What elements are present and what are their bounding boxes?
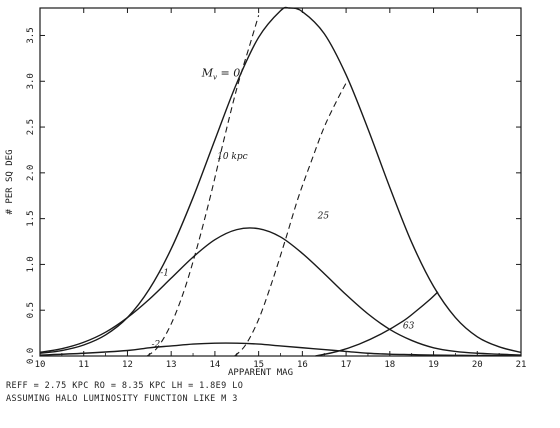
x-tick-label: 16 bbox=[297, 360, 308, 370]
curve-annotation-25: 25 bbox=[317, 212, 330, 222]
curve-annotation-10-kpc: 10 kpc bbox=[217, 152, 248, 162]
series-line-m-v-0 bbox=[39, 6, 522, 354]
y-tick-label: 2.5 bbox=[26, 119, 36, 135]
x-tick-label: 12 bbox=[122, 360, 133, 370]
y-tick-label: 2.0 bbox=[26, 165, 36, 181]
curve-annotation-63: 63 bbox=[403, 322, 415, 332]
caption-line-parameters: REFF = 2.75 KPC RO = 8.35 KPC LH = 1.8E9… bbox=[6, 381, 244, 391]
x-tick-label: 10 bbox=[35, 360, 46, 370]
curve-annotation-2: -2 bbox=[152, 340, 161, 350]
x-axis-label: APPARENT MAG bbox=[228, 368, 293, 378]
series-line-25 bbox=[234, 82, 347, 357]
x-tick-label: 17 bbox=[341, 360, 352, 370]
chart-caption: REFF = 2.75 KPC RO = 8.35 KPC LH = 1.8E9… bbox=[6, 380, 554, 406]
chart-figure: 10 11 12 13 14 15 16 17 18 19 20 21 0.0 0.5 1.0 1.5 2.0 2… bbox=[5, 6, 527, 378]
y-tick-label: 0.5 bbox=[26, 302, 36, 318]
series-line-63 bbox=[315, 291, 439, 357]
x-tick-label: 13 bbox=[166, 360, 177, 370]
y-tick-label: 0.0 bbox=[26, 348, 36, 364]
x-tick-label: 18 bbox=[384, 360, 395, 370]
x-tick-label: 15 bbox=[253, 360, 264, 370]
y-tick-label: 3.5 bbox=[26, 27, 36, 43]
caption-line-luminosity-function: ASSUMING HALO LUMINOSITY FUNCTION LIKE M… bbox=[6, 394, 238, 404]
x-tick-label: 14 bbox=[209, 360, 220, 370]
x-tick-label: 20 bbox=[472, 360, 483, 370]
y-axis-label: # PER SQ DEG bbox=[5, 149, 15, 214]
x-tick-label: 19 bbox=[428, 360, 439, 370]
plot-frame bbox=[39, 7, 522, 357]
series-line-1 bbox=[39, 227, 522, 356]
y-tick-label: 3.0 bbox=[26, 73, 36, 89]
x-tick-label: 11 bbox=[78, 360, 89, 370]
x-tick-label: 21 bbox=[516, 360, 527, 370]
y-tick-label: 1.0 bbox=[26, 256, 36, 272]
series-line-2 bbox=[39, 342, 522, 357]
curve-annotation-1: -1 bbox=[160, 268, 169, 278]
curve-annotation-m: Mv = 0 bbox=[201, 67, 240, 82]
y-tick-label: 1.5 bbox=[26, 210, 36, 226]
